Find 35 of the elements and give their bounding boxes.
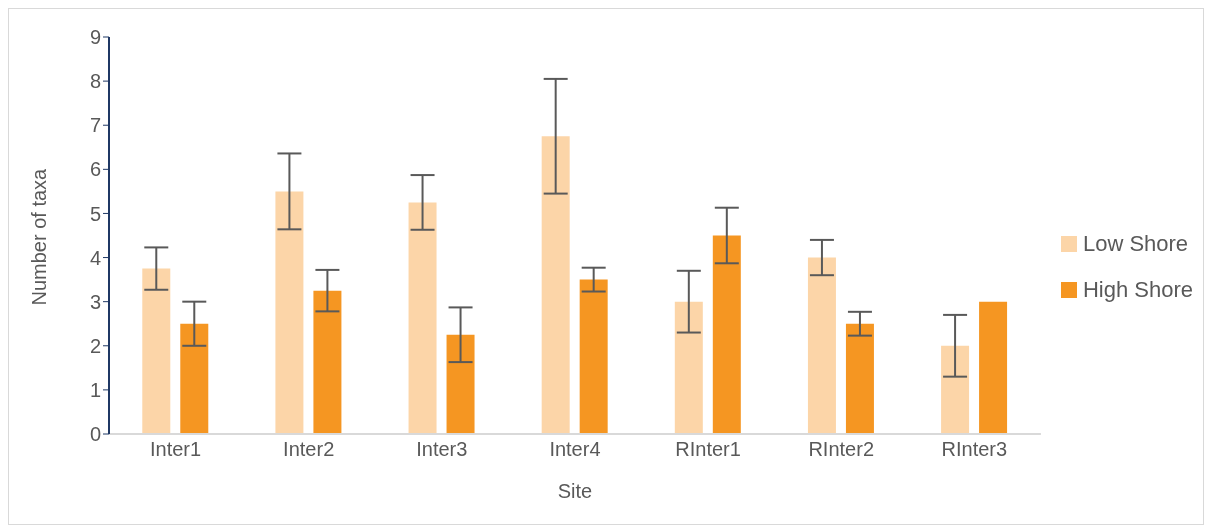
x-tick-label: RInter2 bbox=[808, 438, 875, 461]
bar bbox=[979, 301, 1008, 434]
bar bbox=[674, 301, 703, 434]
bar bbox=[712, 235, 741, 434]
bar bbox=[845, 323, 874, 434]
y-tick-label: 6 bbox=[89, 158, 101, 181]
y-tick-label: 0 bbox=[89, 423, 101, 446]
x-axis-title: Site bbox=[557, 480, 593, 502]
bar bbox=[541, 136, 570, 434]
x-tick-label: Inter3 bbox=[416, 438, 468, 461]
x-tick-label: RInter3 bbox=[941, 438, 1008, 461]
y-tick-label: 8 bbox=[89, 70, 101, 93]
bar bbox=[408, 202, 437, 434]
y-tick-label: 7 bbox=[89, 114, 101, 137]
bar bbox=[579, 279, 608, 434]
y-tick-label: 4 bbox=[89, 246, 101, 269]
y-tick-label: 2 bbox=[89, 334, 101, 357]
y-tick-label: 3 bbox=[89, 290, 101, 313]
bar bbox=[446, 334, 475, 434]
y-tick-label: 5 bbox=[89, 202, 101, 225]
bar bbox=[142, 268, 171, 434]
bar bbox=[941, 345, 970, 434]
bar bbox=[313, 290, 342, 434]
bar bbox=[275, 191, 304, 434]
y-axis-title: Number of taxa bbox=[28, 167, 51, 306]
y-tick-label: 1 bbox=[89, 378, 101, 401]
x-tick-label: Inter4 bbox=[549, 438, 601, 461]
bar bbox=[180, 323, 209, 434]
bar bbox=[807, 257, 836, 434]
x-tick-label: Inter2 bbox=[283, 438, 335, 461]
legend-label: Low Shore bbox=[1082, 230, 1189, 257]
y-tick-label: 9 bbox=[89, 26, 101, 49]
legend-label: High Shore bbox=[1082, 276, 1193, 303]
x-tick-label: Inter1 bbox=[149, 438, 202, 461]
x-tick-label: RInter1 bbox=[675, 438, 741, 461]
